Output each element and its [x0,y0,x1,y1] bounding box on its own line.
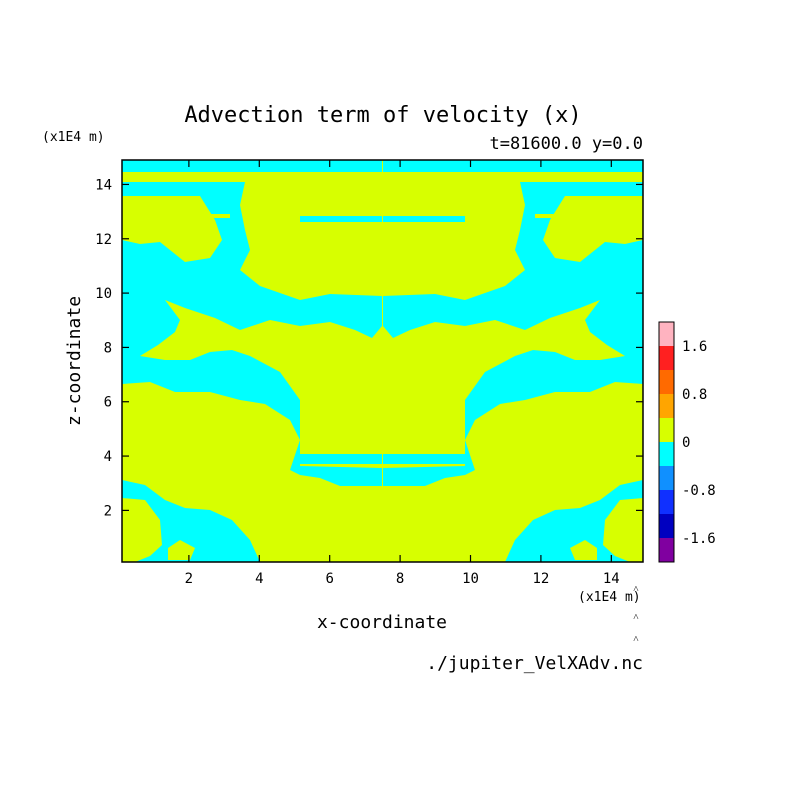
colorbar-swatch [659,370,674,395]
x-axis-ticks: 2 4 6 8 10 12 14 [185,160,620,587]
positive-region [122,172,382,182]
x-tick-label: 2 [185,571,193,587]
colorbar-label: 0.8 [682,387,707,403]
positive-region [122,498,162,562]
marker-dot: ˄ [633,612,639,623]
positive-region-mirror [383,300,625,440]
y-axis-label: z-coordinate [64,296,85,426]
y-tick-label: 6 [104,395,112,411]
colorbar-swatch [659,490,674,515]
x-axis-label: x-coordinate [317,612,447,633]
colorbar-swatch [659,346,674,371]
colorbar-swatch [659,538,674,563]
positive-region-mirror [383,172,643,182]
positive-region-mirror [570,540,597,560]
colorbar-swatch [659,418,674,443]
plot-area: 2 4 6 8 10 12 14 2 4 6 8 10 12 14 [95,159,644,587]
x-tick-label: 4 [255,571,263,587]
y-tick-label: 2 [104,503,112,519]
colorbar-swatch [659,466,674,491]
colorbar-swatch [659,394,674,419]
colorbar-label: 0 [682,435,690,451]
chart-subtitle: t=81600.0 y=0.0 [489,134,643,154]
y-tick-label: 10 [95,286,112,302]
positive-region-mirror [383,182,525,300]
y-axis-ticks: 2 4 6 8 10 12 14 [95,177,643,519]
x-tick-label: 6 [325,571,333,587]
positive-region-mirror [603,498,643,562]
colorbar-swatch [659,514,674,539]
plot-frame [121,159,644,563]
source-file: ./jupiter_VelXAdv.nc [426,653,643,674]
y-tick-label: 4 [104,449,112,465]
x-tick-label: 10 [462,571,479,587]
positive-region [145,214,230,218]
x-tick-label: 8 [396,571,404,587]
positive-region [122,196,222,262]
marker-dot: ˄ [633,584,639,595]
y-unit-label: (x1E4 m) [42,130,105,145]
y-tick-label: 14 [95,177,112,193]
colorbar: 1.6 0.8 0 -0.8 -1.6 [658,321,716,563]
x-tick-label: 14 [603,571,620,587]
positive-region-mirror [383,382,643,562]
colorbar-frame [658,321,675,563]
y-tick-label: 12 [95,232,112,248]
colorbar-label: -1.6 [682,531,716,547]
positive-region-mirror [543,196,643,262]
x-unit-label: (x1E4 m) [578,590,641,605]
positive-region [140,300,382,440]
x-tick-label: 12 [532,571,549,587]
colorbar-swatch [659,322,674,347]
colorbar-swatch [659,442,674,467]
marker-dot: ˄ [633,634,639,645]
y-tick-label: 8 [104,340,112,356]
positive-region [168,540,195,560]
chart-title: Advection term of velocity (x) [184,103,581,128]
positive-region [122,382,382,562]
positive-region-mirror [535,214,620,218]
field-regions [122,160,643,562]
positive-region [240,182,382,300]
colorbar-label: -0.8 [682,483,716,499]
colorbar-label: 1.6 [682,339,707,355]
